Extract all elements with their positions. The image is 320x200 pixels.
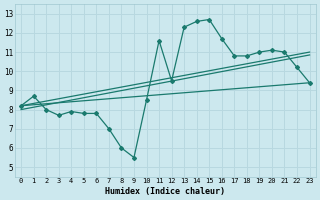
X-axis label: Humidex (Indice chaleur): Humidex (Indice chaleur)	[105, 187, 225, 196]
